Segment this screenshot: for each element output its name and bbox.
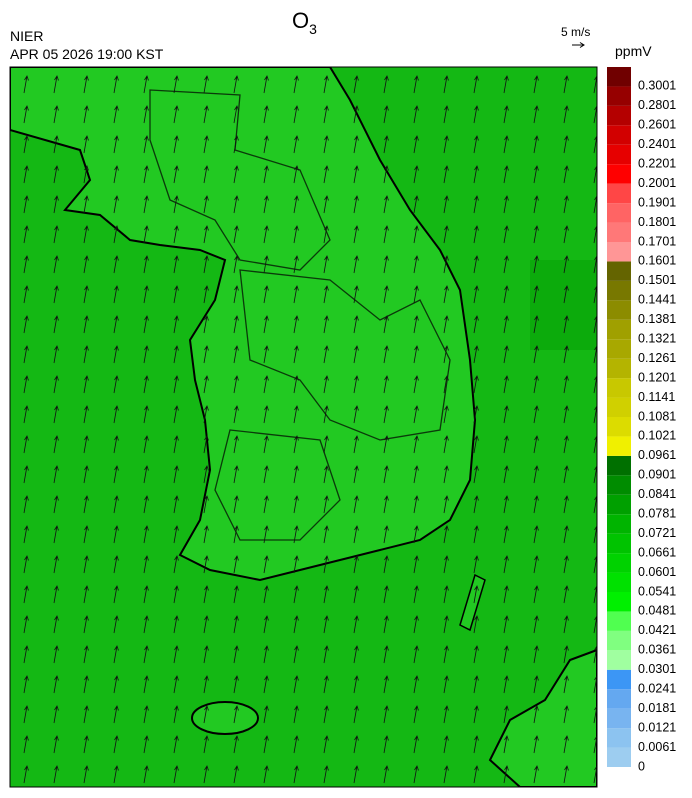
colorbar-label: 0.1141 [638, 390, 675, 404]
colorbar-box [607, 747, 631, 767]
colorbar-box [607, 417, 631, 437]
colorbar-label: 0.0181 [638, 701, 676, 715]
colorbar-box [607, 378, 631, 398]
colorbar-label: 0.1801 [638, 215, 676, 229]
datetime: APR 05 2026 19:00 KST [10, 46, 164, 62]
colorbar-label: 0.0361 [638, 643, 676, 657]
colorbar-box [607, 630, 631, 651]
colorbar-box [607, 125, 631, 145]
colorbar-box [607, 183, 631, 204]
colorbar-box [607, 494, 631, 515]
colorbar-label: 0.0601 [638, 565, 676, 579]
wind-scale-arrow [572, 42, 585, 48]
map-frame [9, 66, 598, 788]
colorbar-box [607, 728, 631, 748]
colorbar-label: 0.2601 [638, 118, 676, 132]
colorbar-box [607, 650, 631, 670]
colorbar-box [607, 86, 631, 106]
colorbar-label: 0.1701 [638, 234, 676, 248]
colorbar-label: 0.1381 [638, 312, 676, 326]
colorbar-box [607, 280, 631, 301]
wind-scale-label: 5 m/s [561, 25, 590, 39]
colorbar-label: 0.1261 [638, 351, 676, 365]
colorbar-label: 0.0541 [638, 584, 676, 598]
unit: ppmV [615, 43, 652, 59]
colorbar-box [607, 533, 631, 554]
colorbar-label: 0.0421 [638, 623, 676, 637]
colorbar-label: 0.0661 [638, 545, 676, 559]
colorbar-label: 0.0121 [638, 720, 676, 734]
colorbar-box [607, 669, 631, 690]
colorbar-box [607, 358, 631, 379]
wind-vectors [10, 67, 597, 787]
colorbar: 0 0.0061 0.0121 0.0181 0.0241 0.0301 0.0361 0.0… [607, 67, 676, 773]
colorbar-label: 0.1501 [638, 273, 676, 287]
colorbar-label: 0.1201 [638, 370, 676, 384]
colorbar-box [607, 611, 631, 631]
colorbar-label: 0.2401 [638, 137, 676, 151]
colorbar-box [607, 397, 631, 417]
colorbar-label: 0.0901 [638, 468, 676, 482]
colorbar-box [607, 105, 631, 126]
colorbar-label: 0.0481 [638, 604, 676, 618]
colorbar-label: 0.0241 [638, 682, 676, 696]
colorbar-label: 0.0961 [638, 448, 676, 462]
colorbar-label: 0.0721 [638, 526, 676, 540]
colorbar-label: 0.0781 [638, 507, 676, 521]
colorbar-label: 0.1601 [638, 254, 676, 268]
colorbar-label: 0.1081 [638, 409, 676, 423]
colorbar-box [607, 144, 631, 165]
colorbar-box [607, 319, 631, 340]
colorbar-box [607, 592, 631, 612]
agency: NIER [10, 28, 43, 44]
colorbar-box [607, 242, 631, 262]
colorbar-label: 0 [638, 759, 645, 773]
colorbar-box [607, 475, 631, 495]
colorbar-label: 0.1901 [638, 195, 676, 209]
colorbar-label: 0.0061 [638, 740, 676, 754]
title: O3 [292, 8, 317, 37]
colorbar-box [607, 436, 631, 456]
colorbar-box [607, 222, 631, 242]
colorbar-box [607, 300, 631, 320]
colorbar-box [607, 553, 631, 573]
colorbar-label: 0.1441 [638, 293, 676, 307]
colorbar-label: 0.2801 [638, 98, 676, 112]
colorbar-box [607, 339, 631, 359]
colorbar-box [607, 67, 631, 87]
colorbar-label: 0.1321 [638, 332, 676, 346]
colorbar-label: 0.2201 [638, 157, 676, 171]
colorbar-box [607, 572, 631, 592]
colorbar-label: 0.1021 [638, 429, 676, 443]
title-text: O [292, 8, 309, 33]
colorbar-box [607, 514, 631, 534]
colorbar-label: 0.0301 [638, 662, 676, 676]
colorbar-box [607, 689, 631, 709]
colorbar-box [607, 203, 631, 223]
colorbar-box [607, 164, 631, 184]
title-subscript: 3 [309, 21, 317, 37]
colorbar-label: 0.3001 [638, 79, 676, 93]
colorbar-box [607, 708, 631, 729]
colorbar-label: 0.2001 [638, 176, 676, 190]
map [10, 67, 597, 787]
colorbar-box [607, 455, 631, 476]
colorbar-box [607, 261, 631, 281]
colorbar-label: 0.0841 [638, 487, 676, 501]
